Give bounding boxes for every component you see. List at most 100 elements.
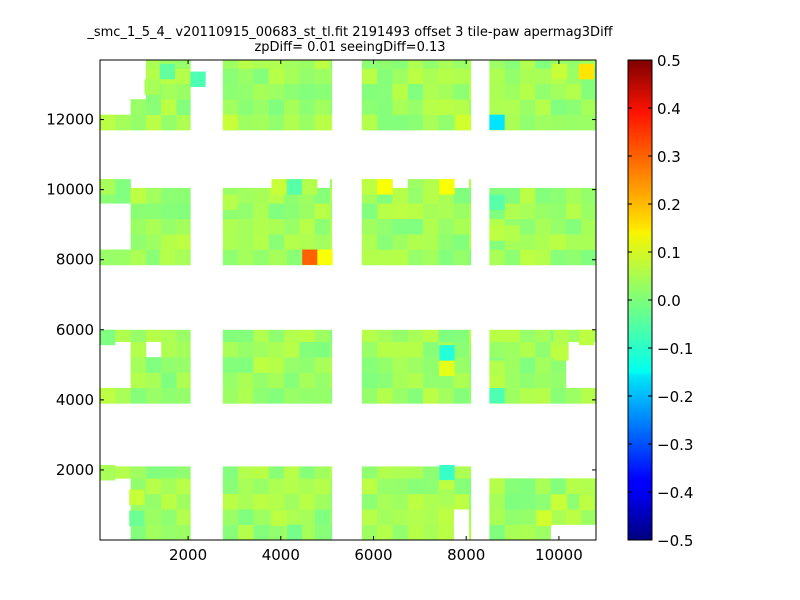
heatmap-cell: [145, 234, 162, 250]
heatmap-cell: [519, 114, 536, 131]
heatmap-cell: [161, 509, 177, 525]
heatmap-cell: [519, 249, 536, 266]
heatmap-cell-value: [489, 225, 505, 241]
heatmap-cell: [581, 114, 596, 131]
heatmap-cell: [329, 524, 333, 540]
heatmap-cell: [504, 114, 521, 131]
heatmap-cell: [407, 68, 424, 85]
heatmap-cell: [489, 372, 505, 389]
heatmap-cell: [468, 493, 472, 510]
heatmap-cell: [268, 249, 285, 266]
heatmap-cell: [161, 329, 177, 342]
heatmap-cell: [519, 493, 536, 510]
heatmap-cell-value: [100, 465, 116, 481]
heatmap-cell: [284, 466, 300, 479]
heatmap-cell: [130, 114, 147, 131]
y-tick-label: 2000: [56, 461, 94, 479]
heatmap-cell: [253, 509, 270, 525]
heatmap-cell: [268, 524, 285, 540]
heatmap-cell: [423, 249, 439, 266]
heatmap-cell: [176, 524, 191, 540]
heatmap-cell-value: [578, 63, 595, 80]
colorbar-tick-label: −0.3: [657, 436, 693, 454]
heatmap-cell: [145, 524, 162, 540]
heatmap-cell: [581, 478, 596, 495]
heatmap-cell: [253, 99, 270, 115]
heatmap-cell: [238, 341, 254, 358]
heatmap-cell: [161, 357, 177, 373]
heatmap-cell: [453, 372, 470, 389]
y-tick-label: 10000: [46, 181, 94, 199]
heatmap-cell: [161, 466, 177, 479]
heatmap-cell: [423, 60, 439, 69]
heatmap-cell: [145, 372, 162, 389]
heatmap-cell: [423, 83, 439, 100]
heatmap-cell: [176, 387, 191, 404]
heatmap-cell-value: [504, 225, 520, 241]
heatmap-cell: [222, 466, 239, 479]
heatmap-cell: [161, 493, 177, 510]
heatmap-cell: [453, 68, 470, 85]
heatmap-cell: [489, 249, 505, 266]
heatmap-cell: [550, 387, 567, 404]
heatmap-cell: [284, 329, 300, 342]
heatmap-cell: [253, 203, 270, 220]
heatmap-cell: [176, 114, 191, 131]
heatmap-cell: [535, 203, 551, 220]
heatmap-cell-value: [439, 179, 455, 195]
heatmap-cell: [115, 466, 131, 479]
heatmap-cell: [238, 203, 254, 220]
heatmap-cell: [453, 83, 470, 100]
heatmap-cell: [453, 187, 470, 204]
heatmap-cell: [407, 372, 424, 389]
chart-subtitle: zpDiff= 0.01 seeingDiff=0.13: [254, 40, 446, 55]
heatmap-cell: [407, 234, 424, 250]
heatmap-cell: [407, 387, 424, 404]
heatmap-cell: [550, 249, 567, 266]
heatmap-cell: [407, 329, 424, 342]
heatmap-cell: [468, 203, 472, 220]
heatmap-cell: [392, 187, 409, 204]
heatmap-cell: [238, 234, 254, 250]
heatmap-cell: [407, 99, 424, 115]
heatmap-cell: [314, 60, 331, 69]
heatmap-cell: [423, 509, 439, 525]
heatmap-cell: [238, 83, 254, 100]
heatmap-cell-value: [551, 494, 568, 511]
heatmap-cell: [453, 329, 470, 342]
heatmap-cell: [489, 68, 505, 85]
heatmap-cell: [222, 99, 239, 115]
heatmap-cell: [299, 509, 315, 525]
heatmap-cell: [453, 234, 470, 250]
heatmap-cell-value: [361, 179, 378, 195]
heatmap-cell: [535, 99, 551, 115]
heatmap-cell: [377, 83, 393, 100]
heatmap-cell: [423, 341, 439, 358]
y-axis: 2000 4000 6000 8000 10000 12000: [46, 111, 596, 479]
heatmap-cell: [238, 466, 254, 479]
heatmap-cell: [130, 187, 147, 204]
heatmap-cell: [392, 466, 409, 479]
heatmap-cell-value: [302, 249, 318, 265]
heatmap-cell: [423, 466, 439, 479]
heatmap-cell: [565, 187, 582, 204]
heatmap-cell: [565, 99, 582, 115]
heatmap-cell: [161, 83, 177, 100]
heatmap-cell: [145, 203, 162, 220]
heatmap-cell: [145, 60, 162, 69]
heatmap-cell: [377, 509, 393, 525]
heatmap-cell-value: [439, 360, 455, 377]
heatmap-cell: [438, 524, 454, 540]
colorbar-tick-label: −0.5: [657, 532, 693, 550]
heatmap-cell-value: [100, 329, 116, 346]
heatmap-cell: [453, 249, 470, 266]
heatmap-cell: [438, 372, 454, 389]
heatmap-cell: [407, 218, 424, 235]
heatmap-cell: [423, 493, 439, 510]
heatmap-cell: [253, 466, 270, 479]
colorbar-axis: 0.5 0.4 0.3 0.2 0.1 0.0 −0.1 −0.2 −0.3 −0.4 −0.5: [628, 52, 693, 550]
heatmap-cell: [115, 114, 131, 131]
heatmap-cell: [329, 357, 333, 373]
heatmap-cell: [222, 234, 239, 250]
heatmap-cell: [222, 493, 239, 510]
